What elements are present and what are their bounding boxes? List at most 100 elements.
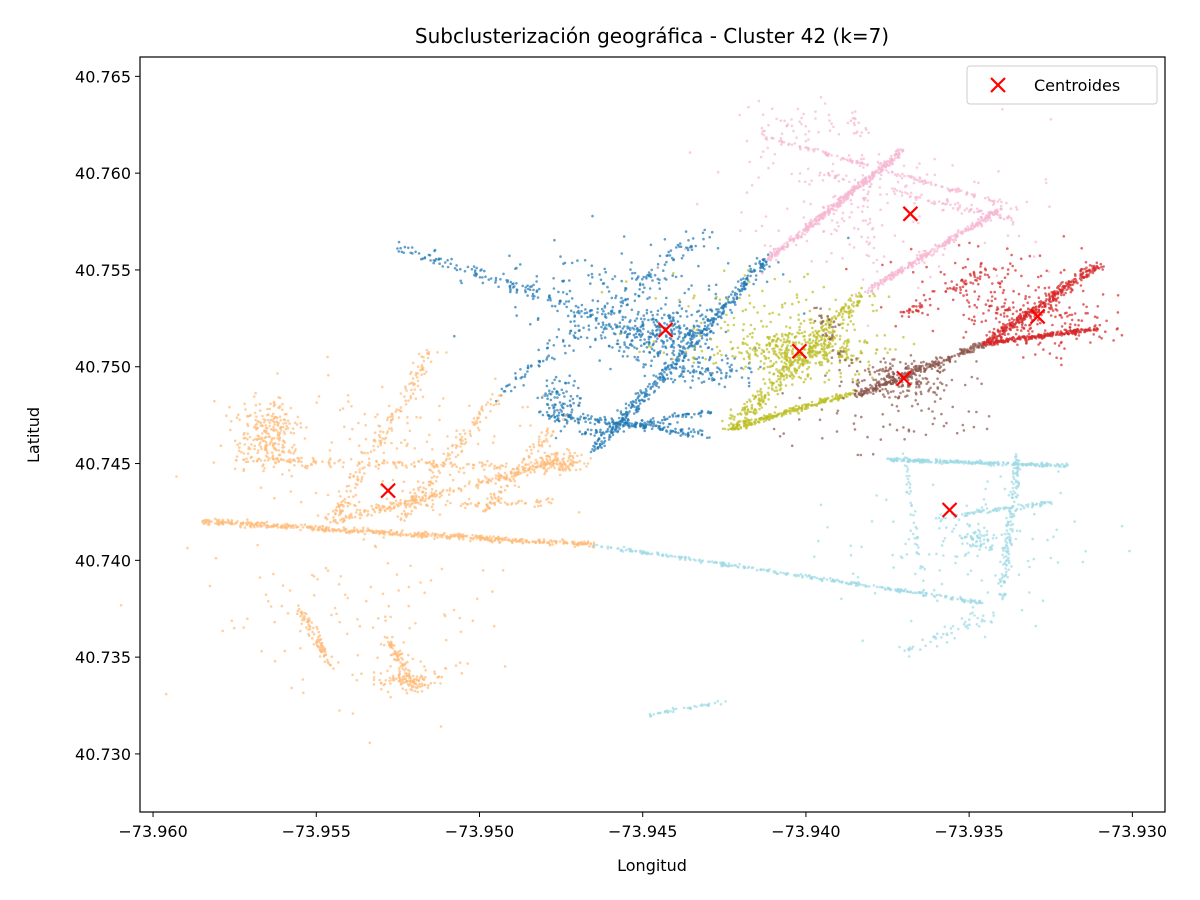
data-point: [648, 287, 652, 290]
data-point: [692, 296, 695, 300]
data-point: [668, 415, 671, 419]
data-point: [742, 285, 746, 288]
data-point: [611, 277, 614, 281]
data-point: [269, 402, 272, 406]
data-point: [793, 358, 797, 362]
data-point: [459, 445, 462, 448]
data-point: [636, 330, 639, 333]
data-point: [454, 435, 458, 439]
data-point: [308, 628, 312, 631]
data-point: [728, 375, 732, 378]
data-point: [664, 334, 668, 337]
data-point: [278, 438, 281, 442]
data-point: [329, 457, 332, 460]
data-point: [399, 517, 403, 520]
data-point: [532, 288, 535, 292]
data-point: [393, 461, 397, 465]
data-point: [553, 420, 557, 423]
data-point: [396, 504, 400, 507]
data-point: [700, 331, 703, 335]
data-point: [706, 332, 709, 336]
data-point: [254, 403, 258, 407]
data-point: [653, 389, 657, 393]
data-point: [316, 514, 320, 517]
data-point: [445, 537, 449, 540]
data-point: [780, 348, 783, 352]
data-point: [709, 322, 712, 325]
data-point: [707, 346, 711, 349]
data-point: [396, 654, 400, 658]
data-point: [268, 457, 271, 460]
data-point: [546, 403, 550, 407]
data-point: [533, 470, 536, 474]
data-point: [532, 445, 536, 449]
data-point: [769, 320, 772, 324]
data-point: [436, 464, 439, 467]
data-point: [553, 539, 556, 543]
data-point: [536, 449, 540, 453]
data-point: [614, 421, 617, 425]
data-point: [704, 368, 708, 371]
data-point: [485, 477, 488, 480]
data-point: [399, 498, 403, 502]
data-point: [630, 339, 633, 343]
data-point: [621, 355, 625, 358]
data-point: [741, 328, 745, 332]
data-point: [677, 414, 680, 418]
data-point: [888, 348, 892, 351]
data-point: [450, 451, 454, 454]
data-point: [623, 341, 626, 344]
data-point: [558, 468, 562, 472]
data-point: [561, 538, 564, 541]
data-point: [593, 445, 596, 449]
data-point: [508, 254, 511, 258]
data-point: [621, 416, 624, 420]
data-point: [711, 377, 714, 380]
data-point: [357, 421, 360, 425]
data-point: [254, 437, 257, 441]
data-point: [745, 400, 749, 404]
data-point: [767, 413, 771, 416]
data-point: [463, 432, 467, 435]
data-point: [568, 332, 572, 335]
data-point: [669, 328, 673, 332]
data-point: [377, 467, 380, 470]
data-point: [657, 386, 661, 389]
data-point: [272, 425, 275, 429]
data-point: [692, 324, 696, 328]
data-point: [404, 677, 408, 681]
data-point: [641, 332, 644, 336]
data-point: [488, 538, 492, 542]
data-point: [355, 528, 359, 531]
data-point: [784, 384, 788, 387]
data-point: [791, 347, 795, 351]
data-point: [663, 313, 666, 317]
data-point: [679, 245, 683, 249]
data-point: [471, 533, 474, 537]
data-point: [732, 323, 736, 327]
data-point: [403, 245, 407, 249]
data-point: [509, 290, 512, 294]
data-point: [662, 342, 665, 345]
data-point: [643, 426, 646, 430]
data-point: [762, 259, 766, 262]
data-point: [510, 540, 514, 543]
data-point: [485, 503, 488, 507]
data-point: [444, 638, 448, 642]
data-point: [700, 381, 704, 384]
data-point: [743, 402, 746, 406]
data-point: [336, 528, 340, 532]
data-point: [752, 305, 756, 309]
data-point: [530, 452, 533, 455]
data-point: [782, 378, 786, 381]
data-point: [577, 511, 581, 514]
data-point: [532, 283, 535, 287]
data-point: [831, 398, 835, 401]
data-point: [321, 644, 324, 648]
data-point: [563, 540, 566, 543]
data-point: [225, 414, 228, 418]
data-point: [671, 380, 675, 384]
data-point: [293, 464, 296, 467]
data-point: [725, 313, 728, 317]
data-point: [393, 657, 396, 661]
